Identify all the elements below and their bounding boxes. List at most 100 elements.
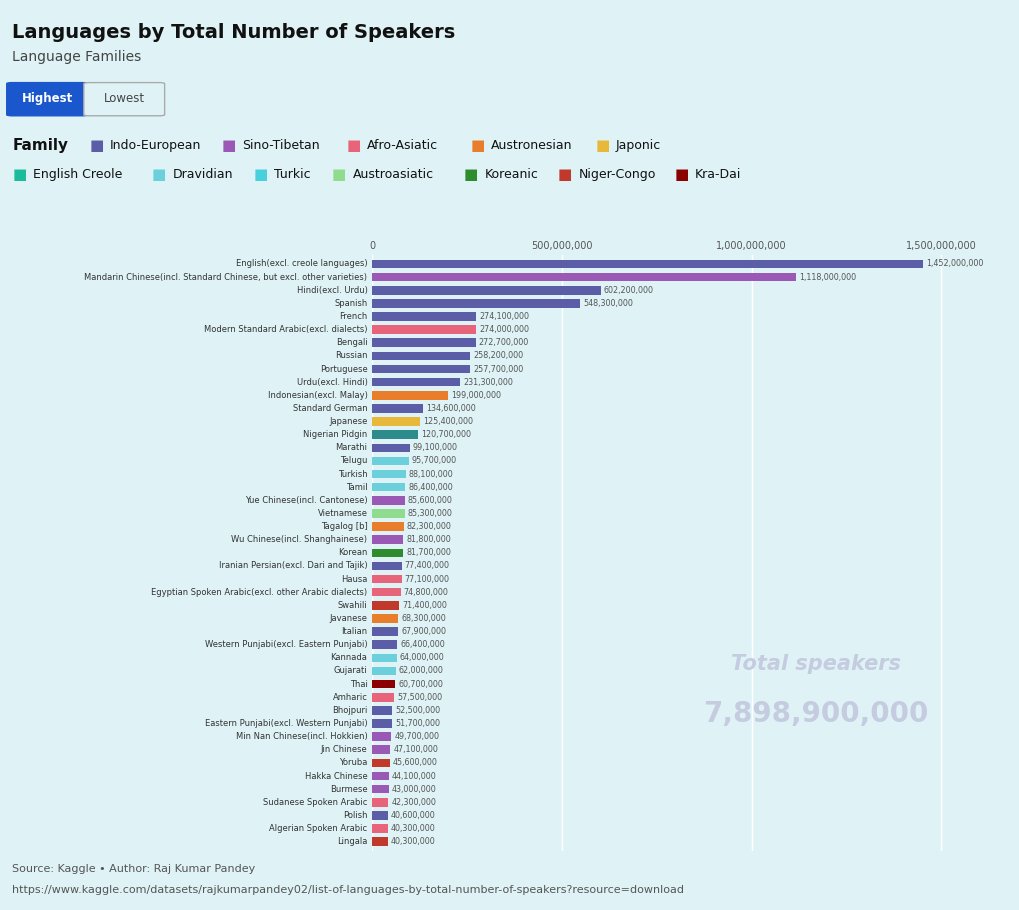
Text: Swahili: Swahili — [337, 601, 367, 610]
Text: ■: ■ — [464, 167, 478, 182]
Text: Polish: Polish — [342, 811, 367, 820]
Text: 62,000,000: 62,000,000 — [398, 666, 443, 675]
Text: 134,600,000: 134,600,000 — [426, 404, 476, 413]
Text: Telugu: Telugu — [339, 457, 367, 465]
Text: Tamil: Tamil — [345, 482, 367, 491]
Text: ■: ■ — [595, 138, 609, 153]
Text: ■: ■ — [471, 138, 485, 153]
Bar — [372, 535, 403, 544]
Text: Koreanic: Koreanic — [484, 168, 538, 181]
Text: Hakka Chinese: Hakka Chinese — [305, 772, 367, 781]
Bar — [372, 824, 387, 833]
Bar — [372, 326, 476, 334]
Text: ■: ■ — [346, 138, 361, 153]
Bar — [372, 378, 460, 387]
Text: 64,000,000: 64,000,000 — [399, 653, 444, 662]
Text: 602,200,000: 602,200,000 — [603, 286, 653, 295]
Bar — [372, 391, 447, 399]
Text: 548,300,000: 548,300,000 — [583, 298, 633, 308]
Text: Bhojpuri: Bhojpuri — [332, 706, 367, 715]
Text: 85,600,000: 85,600,000 — [408, 496, 452, 505]
Text: Algerian Spoken Arabic: Algerian Spoken Arabic — [269, 824, 367, 833]
Bar — [372, 443, 410, 452]
Text: 231,300,000: 231,300,000 — [463, 378, 513, 387]
Text: 49,700,000: 49,700,000 — [393, 733, 439, 741]
Text: Eastern Punjabi(excl. Western Punjabi): Eastern Punjabi(excl. Western Punjabi) — [205, 719, 367, 728]
Bar — [372, 549, 403, 557]
Text: 51,700,000: 51,700,000 — [394, 719, 439, 728]
Text: 40,300,000: 40,300,000 — [390, 824, 435, 833]
Bar — [372, 312, 476, 320]
Text: Yue Chinese(incl. Cantonese): Yue Chinese(incl. Cantonese) — [245, 496, 367, 505]
Bar — [372, 561, 401, 571]
Text: Marathi: Marathi — [335, 443, 367, 452]
Text: ■: ■ — [12, 167, 26, 182]
Text: Dravidian: Dravidian — [172, 168, 232, 181]
Text: Language Families: Language Families — [12, 50, 142, 64]
Text: 257,700,000: 257,700,000 — [473, 365, 523, 373]
Text: Italian: Italian — [341, 627, 367, 636]
Text: Turkic: Turkic — [274, 168, 310, 181]
Text: Egyptian Spoken Arabic(excl. other Arabic dialects): Egyptian Spoken Arabic(excl. other Arabi… — [151, 588, 367, 597]
Text: 274,100,000: 274,100,000 — [479, 312, 529, 321]
Bar — [372, 259, 922, 268]
Text: https://www.kaggle.com/datasets/rajkumarpandey02/list-of-languages-by-total-numb: https://www.kaggle.com/datasets/rajkumar… — [12, 885, 684, 895]
Text: Source: Kaggle • Author: Raj Kumar Pandey: Source: Kaggle • Author: Raj Kumar Pande… — [12, 864, 255, 875]
Text: Indonesian(excl. Malay): Indonesian(excl. Malay) — [267, 390, 367, 399]
Text: English Creole: English Creole — [33, 168, 122, 181]
Text: 45,600,000: 45,600,000 — [392, 758, 437, 767]
Text: 272,700,000: 272,700,000 — [478, 339, 529, 348]
Text: English(excl. creole languages): English(excl. creole languages) — [235, 259, 367, 268]
Text: 40,300,000: 40,300,000 — [390, 837, 435, 846]
Bar — [372, 496, 405, 504]
Text: 42,300,000: 42,300,000 — [391, 798, 436, 807]
Bar — [372, 733, 390, 741]
Text: 120,700,000: 120,700,000 — [421, 430, 471, 440]
Bar — [372, 365, 470, 373]
Text: 258,200,000: 258,200,000 — [473, 351, 523, 360]
Text: 47,100,000: 47,100,000 — [392, 745, 437, 754]
Bar — [372, 430, 418, 439]
Bar — [372, 759, 389, 767]
Bar — [372, 772, 388, 780]
Bar — [372, 641, 397, 649]
Text: Amharic: Amharic — [332, 693, 367, 702]
FancyBboxPatch shape — [7, 83, 88, 116]
Text: ■: ■ — [222, 138, 236, 153]
Text: Lowest: Lowest — [104, 92, 145, 105]
FancyBboxPatch shape — [84, 83, 164, 116]
Bar — [372, 693, 393, 702]
Text: 199,000,000: 199,000,000 — [450, 390, 500, 399]
Text: 74,800,000: 74,800,000 — [404, 588, 448, 597]
Bar — [372, 798, 388, 806]
Text: Tagalog [b]: Tagalog [b] — [320, 522, 367, 531]
Text: Hausa: Hausa — [340, 574, 367, 583]
Bar — [372, 522, 404, 531]
Text: 274,000,000: 274,000,000 — [479, 325, 529, 334]
Text: Japonic: Japonic — [615, 139, 660, 152]
Text: Korean: Korean — [337, 549, 367, 557]
Bar — [372, 273, 796, 281]
Text: Wu Chinese(incl. Shanghainese): Wu Chinese(incl. Shanghainese) — [231, 535, 367, 544]
Text: Modern Standard Arabic(excl. dialects): Modern Standard Arabic(excl. dialects) — [204, 325, 367, 334]
Text: ■: ■ — [90, 138, 104, 153]
Text: 85,300,000: 85,300,000 — [408, 509, 452, 518]
Text: Spanish: Spanish — [334, 298, 367, 308]
Text: Afro-Asiatic: Afro-Asiatic — [367, 139, 437, 152]
Bar — [372, 588, 400, 596]
Bar — [372, 614, 397, 622]
Bar — [372, 653, 396, 662]
Bar — [372, 510, 405, 518]
Bar — [372, 785, 388, 794]
Text: ■: ■ — [557, 167, 572, 182]
Text: Min Nan Chinese(incl. Hokkien): Min Nan Chinese(incl. Hokkien) — [235, 733, 367, 741]
Bar — [372, 575, 401, 583]
Bar — [372, 667, 395, 675]
Text: ■: ■ — [332, 167, 346, 182]
Text: 1,452,000,000: 1,452,000,000 — [925, 259, 982, 268]
Text: Languages by Total Number of Speakers: Languages by Total Number of Speakers — [12, 23, 455, 42]
Text: Iranian Persian(excl. Dari and Tajik): Iranian Persian(excl. Dari and Tajik) — [219, 561, 367, 571]
Text: ■: ■ — [254, 167, 268, 182]
Text: 43,000,000: 43,000,000 — [391, 784, 436, 794]
Text: Austroasiatic: Austroasiatic — [353, 168, 433, 181]
